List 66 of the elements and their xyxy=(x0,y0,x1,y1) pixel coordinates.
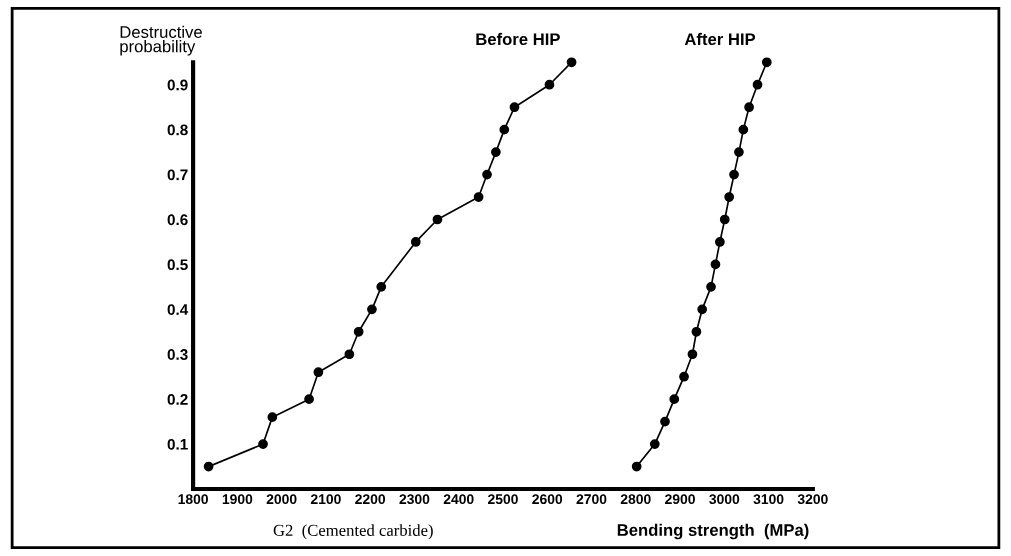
x-tick-label: 1800 xyxy=(178,494,208,505)
point xyxy=(376,282,387,292)
x-tick-label: 3000 xyxy=(709,494,740,505)
series-label: After HIP xyxy=(684,32,756,46)
point xyxy=(631,461,642,472)
point xyxy=(509,102,520,113)
point xyxy=(304,394,314,405)
x-tick-label: 2500 xyxy=(488,494,518,505)
point xyxy=(473,192,484,202)
x-tick-label: 2800 xyxy=(620,494,651,505)
point xyxy=(752,79,763,90)
point xyxy=(679,371,689,382)
y-tick-label: 0.4 xyxy=(167,304,189,316)
x-tick-label: 2100 xyxy=(310,494,341,505)
x-tick-label: 2300 xyxy=(399,494,430,505)
point xyxy=(660,416,670,427)
series-label: Before HIP xyxy=(476,32,560,46)
y-tick-label: 0.2 xyxy=(167,394,188,405)
point xyxy=(203,461,214,472)
x-tick-label: 2900 xyxy=(665,494,695,505)
x-tick-label: 2200 xyxy=(355,494,386,505)
point xyxy=(482,169,492,180)
point xyxy=(734,147,744,157)
x-tick-label: 3100 xyxy=(753,494,784,505)
point xyxy=(691,326,702,337)
x-tick-label: 2400 xyxy=(443,494,474,505)
point xyxy=(729,169,739,180)
point xyxy=(724,192,735,202)
x-tick-label: 3200 xyxy=(797,494,828,505)
y-tick-label: 0.7 xyxy=(167,169,188,181)
y-axis-title: Destructive probability xyxy=(120,25,202,56)
point xyxy=(566,57,577,68)
point xyxy=(706,282,716,292)
point xyxy=(313,367,324,378)
point xyxy=(669,394,680,405)
point xyxy=(499,124,510,135)
point xyxy=(344,349,355,360)
y-tick-label: 0.8 xyxy=(167,124,188,136)
point xyxy=(719,214,730,225)
point xyxy=(267,412,278,422)
y-tick-label: 0.6 xyxy=(167,214,188,226)
point xyxy=(353,326,364,337)
point xyxy=(649,439,660,449)
x-tick-label: 2700 xyxy=(576,494,607,505)
y-tick-label: 0.3 xyxy=(167,349,188,360)
point xyxy=(744,102,754,113)
point xyxy=(491,147,501,157)
y-tick-label: 0.5 xyxy=(167,259,188,271)
point xyxy=(258,439,268,449)
point xyxy=(761,57,772,68)
point xyxy=(367,304,377,315)
x-tick-label: 1900 xyxy=(222,494,253,505)
x-axis-title: Bending strength (MPa) xyxy=(617,523,809,540)
point xyxy=(710,259,721,270)
text: G2 (Cemented carbide) xyxy=(273,524,433,540)
point xyxy=(697,304,708,315)
point xyxy=(715,237,725,247)
point xyxy=(687,349,698,360)
point xyxy=(738,124,749,135)
x-tick-label: 2600 xyxy=(532,494,563,505)
y-tick-label: 0.1 xyxy=(167,438,188,450)
point xyxy=(544,79,555,90)
point xyxy=(410,237,421,247)
y-tick-label: 0.9 xyxy=(167,79,188,91)
point xyxy=(432,214,443,225)
x-tick-label: 2000 xyxy=(266,494,297,505)
